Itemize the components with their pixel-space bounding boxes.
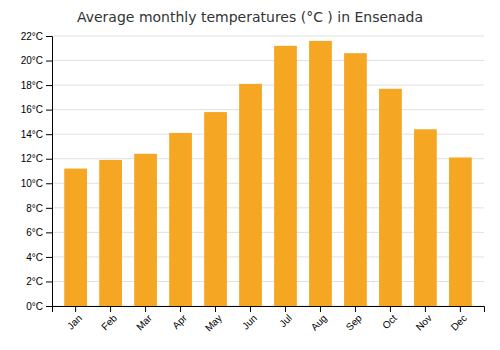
- chart: Average monthly temperatures (°C ) in En…: [0, 0, 500, 350]
- bar: [379, 89, 402, 306]
- grid-line: [52, 60, 484, 61]
- y-tick-mark: [46, 183, 52, 184]
- grid-line: [52, 36, 484, 37]
- x-tick: Nov: [414, 306, 434, 333]
- y-tick-mark: [46, 306, 52, 307]
- y-tick-label: 0°C: [26, 301, 43, 312]
- y-tick-mark: [46, 232, 52, 233]
- y-tick: 10°C: [21, 178, 52, 189]
- bar: [99, 160, 122, 306]
- x-tick-mark: [285, 306, 286, 312]
- x-tick-label: Feb: [99, 312, 119, 332]
- y-tick-label: 6°C: [26, 227, 43, 238]
- y-tick-label: 14°C: [21, 129, 43, 140]
- y-tick: 20°C: [21, 55, 52, 66]
- x-tick-mark: [355, 306, 356, 312]
- x-tick-mark: [460, 306, 461, 312]
- grid-line: [52, 109, 484, 110]
- y-tick: 6°C: [26, 227, 52, 238]
- x-tick-mark: [110, 306, 111, 312]
- x-tick: May: [203, 306, 224, 334]
- y-tick-label: 12°C: [21, 153, 43, 164]
- x-tick-label: Oct: [380, 312, 399, 331]
- bar: [239, 84, 262, 306]
- y-tick-mark: [46, 110, 52, 111]
- y-axis-line: [46, 37, 53, 307]
- x-tick: Jun: [240, 306, 259, 332]
- grid-line: [52, 85, 484, 86]
- bar: [134, 154, 157, 306]
- x-tick-label: Mar: [134, 312, 154, 332]
- bar: [169, 133, 192, 306]
- y-tick: 4°C: [26, 252, 52, 263]
- y-tick-mark: [46, 85, 52, 86]
- x-tick-label: Jul: [277, 312, 294, 329]
- y-tick: 16°C: [21, 104, 52, 115]
- y-axis: 0°C 2°C 4°C 6°C 8°C 10°C 12°C 14°C 16°C 18°C 20°C 2…: [21, 31, 53, 312]
- bar: [274, 46, 297, 306]
- x-tick: Sep: [344, 306, 365, 333]
- x-tick: Apr: [170, 306, 189, 331]
- y-tick-label: 18°C: [21, 80, 43, 91]
- y-tick-mark: [46, 159, 52, 160]
- y-tick-label: 8°C: [26, 203, 43, 214]
- grid: [52, 36, 484, 306]
- x-tick-label: Jan: [65, 312, 84, 331]
- y-tick: 14°C: [21, 129, 52, 140]
- y-tick: 22°C: [21, 31, 52, 42]
- y-tick: 8°C: [26, 203, 52, 214]
- x-tick-label: Sep: [344, 312, 365, 333]
- x-tick-mark: [75, 306, 76, 312]
- x-tick-mark: [425, 306, 426, 312]
- x-tick-label: Aug: [309, 312, 329, 332]
- y-tick: 12°C: [21, 153, 52, 164]
- y-tick-label: 10°C: [21, 178, 43, 189]
- x-tick: Mar: [134, 306, 154, 332]
- x-tick-label: Jun: [240, 312, 259, 331]
- x-tick-mark: [145, 306, 146, 312]
- title: Average monthly temperatures (°C ) in En…: [77, 9, 423, 25]
- x-tick: Dec: [449, 306, 469, 333]
- y-tick-mark: [46, 281, 52, 282]
- bar: [309, 41, 332, 306]
- bar: [344, 53, 367, 306]
- x-axis: Jan Feb Mar Apr May Jun Jul Aug Sep Oct Nov Dec: [53, 306, 485, 334]
- x-tick-mark: [320, 306, 321, 312]
- y-tick-mark: [46, 257, 52, 258]
- bar: [204, 112, 227, 306]
- x-tick-mark: [390, 306, 391, 312]
- y-tick-mark: [46, 36, 52, 37]
- y-tick: 18°C: [21, 80, 52, 91]
- x-tick-label: Nov: [414, 312, 434, 332]
- bar: [449, 158, 472, 307]
- y-tick: 2°C: [26, 276, 52, 287]
- x-tick: Oct: [380, 306, 399, 331]
- bar: [414, 129, 437, 306]
- x-tick-mark: [215, 306, 216, 312]
- bar: [64, 169, 87, 306]
- x-tick-mark: [250, 306, 251, 312]
- y-tick-label: 4°C: [26, 252, 43, 263]
- y-tick-label: 20°C: [21, 55, 43, 66]
- x-tick-label: Dec: [449, 312, 469, 332]
- y-tick-mark: [46, 208, 52, 209]
- y-tick-mark: [46, 134, 52, 135]
- x-tick: Jan: [65, 306, 84, 332]
- x-tick-mark: [180, 306, 181, 312]
- plot: 0°C 2°C 4°C 6°C 8°C 10°C 12°C 14°C 16°C 18°C 20°C 2…: [21, 31, 485, 334]
- x-tick-label: May: [203, 312, 224, 333]
- y-tick-mark: [46, 61, 52, 62]
- bars: [64, 41, 472, 306]
- y-tick-label: 16°C: [21, 104, 43, 115]
- x-tick-label: Apr: [170, 312, 189, 331]
- y-tick: 0°C: [26, 301, 52, 312]
- y-tick-label: 22°C: [21, 31, 43, 42]
- x-tick: Feb: [99, 306, 119, 332]
- x-tick: Jul: [277, 306, 294, 329]
- x-axis-line: [53, 307, 485, 313]
- x-tick: Aug: [309, 306, 329, 333]
- y-tick-label: 2°C: [26, 276, 43, 287]
